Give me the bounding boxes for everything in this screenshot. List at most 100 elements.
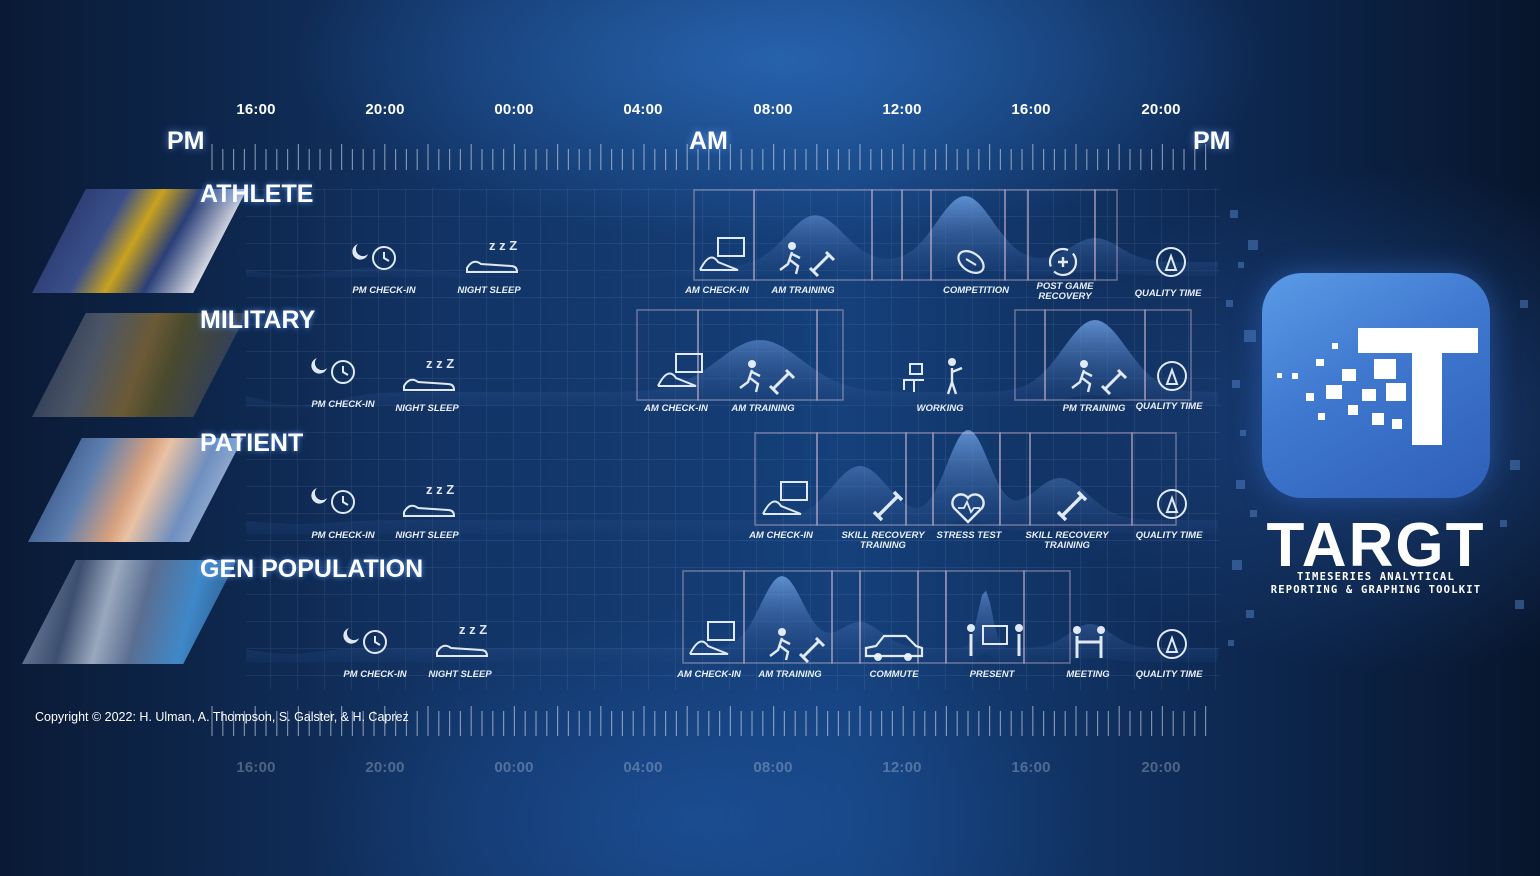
checkin-person-icon: [699, 256, 739, 271]
activity-label: COMMUTE: [869, 669, 919, 680]
activity-label: QUALITY TIME: [1135, 669, 1203, 680]
patient-activity-frame: [754, 432, 818, 526]
checkin-screen-icon: [717, 237, 745, 257]
moon-icon: [311, 488, 327, 504]
sleeping-person-icon: [436, 644, 489, 657]
dumbbell-icon: [872, 490, 904, 522]
heart-icon: [951, 493, 985, 524]
targt-logo-icon: [1262, 273, 1490, 498]
gen-population-activity-frame: [859, 570, 919, 664]
activity-label: PM CHECK-IN: [352, 285, 416, 296]
presenter-icon: [967, 624, 975, 632]
alarm-clock-icon: [383, 252, 390, 262]
quality-time-icon: [1164, 253, 1178, 271]
activity-label: NIGHT SLEEP: [395, 403, 459, 414]
dumbbell-icon: [768, 368, 796, 396]
football-icon: [965, 258, 977, 266]
checkin-person-icon: [657, 372, 697, 387]
gen-population-activity-frame: [743, 570, 833, 664]
moon-icon: [343, 628, 359, 644]
sleeping-person-icon: [403, 504, 456, 517]
checkin-screen-icon: [780, 481, 808, 501]
zzz-icon: z z Z: [459, 622, 487, 637]
running-person-icon: [769, 637, 791, 661]
gen-population-activity-frame: [1023, 570, 1071, 664]
moon-icon: [311, 358, 327, 374]
row-title-patient: PATIENT: [200, 429, 304, 457]
gen-population-activity-frame: [945, 570, 1025, 664]
alarm-clock-icon: [363, 630, 387, 654]
activity-label: QUALITY TIME: [1135, 530, 1203, 541]
military-activity-frame: [816, 309, 844, 401]
activity-label: PM CHECK-IN: [343, 669, 407, 680]
sleeping-person-icon: [466, 260, 519, 273]
athlete-activity-frame: [901, 189, 932, 281]
military-wave: [246, 320, 1218, 409]
pixel-decoration: [1228, 640, 1234, 646]
standing-person-icon: [946, 366, 963, 395]
dumbbell-icon: [1056, 490, 1088, 522]
alarm-clock-icon: [374, 636, 381, 646]
quality-time-icon: [1157, 489, 1187, 519]
activity-label: PM TRAINING: [1062, 403, 1126, 414]
athlete-activity-frame: [753, 189, 873, 281]
athlete-activity-frame: [871, 189, 903, 281]
presenter-icon: [969, 634, 1021, 656]
quality-time-icon: [1165, 367, 1179, 385]
bottom-hour-label: 04:00: [623, 759, 663, 776]
activity-label: PM CHECK-IN: [311, 399, 375, 410]
brand-name: TARGT: [1266, 511, 1486, 580]
brand-subtitle-line2: REPORTING & GRAPHING TOOLKIT: [1270, 584, 1482, 596]
bottom-hour-label: 12:00: [882, 759, 922, 776]
pixel-decoration: [1230, 210, 1238, 218]
gen-population-activity-frame: [682, 570, 745, 664]
activity-label: AM CHECK-IN: [677, 669, 741, 680]
top-hour-label: 00:00: [494, 101, 534, 118]
zzz-icon: z z Z: [426, 482, 454, 497]
patient-activity-frame: [932, 432, 1001, 526]
patient-activity-frame: [905, 432, 934, 526]
bottom-hour-label: 16:00: [236, 759, 276, 776]
athlete-activity-frame: [1004, 189, 1029, 281]
athlete-activity-frame: [1094, 189, 1118, 281]
activity-label: PRESENT: [969, 669, 1015, 680]
athlete-activity-frame: [930, 189, 1006, 281]
row-title-gen-population: GEN POPULATION: [200, 555, 424, 583]
activity-label: QUALITY TIME: [1135, 401, 1203, 412]
patient-activity-frame: [1131, 432, 1177, 526]
alarm-clock-icon: [372, 246, 396, 270]
row-title-athlete: ATHLETE: [200, 180, 314, 208]
computer-desk-icon: [909, 363, 923, 375]
top-hour-label: 12:00: [882, 101, 922, 118]
checkin-screen-icon: [707, 621, 735, 641]
copyright-notice: Copyright © 2022: H. Ulman, A. Thompson,…: [35, 710, 409, 724]
pixel-decoration: [1238, 262, 1244, 268]
activity-label: COMPETITION: [943, 285, 1009, 296]
checkin-person-icon: [689, 640, 729, 655]
pixel-decoration: [1240, 430, 1246, 436]
gen-population-activity-frame: [831, 570, 861, 664]
pixel-decoration: [1236, 480, 1245, 489]
activity-label: AM CHECK-IN: [749, 530, 813, 541]
sleeping-person-icon: [403, 378, 456, 391]
pixel-decoration: [1246, 610, 1254, 618]
patient-activity-frame: [999, 432, 1031, 526]
activity-label: AM CHECK-IN: [644, 403, 708, 414]
bottom-hour-label: 20:00: [365, 759, 405, 776]
activity-label: AM TRAINING: [731, 403, 795, 414]
dumbbell-icon: [808, 250, 836, 278]
activity-label: AM TRAINING: [771, 285, 835, 296]
row-title-military: MILITARY: [200, 306, 316, 334]
top-hour-label: 16:00: [1011, 101, 1051, 118]
running-person-icon: [739, 369, 761, 393]
activity-label: SKILL RECOVERY TRAINING: [1025, 530, 1109, 551]
pixel-decoration: [1500, 520, 1507, 527]
running-person-icon: [1071, 369, 1093, 393]
moon-icon: [352, 244, 368, 260]
activity-label: AM CHECK-IN: [685, 285, 749, 296]
activity-label: PM CHECK-IN: [311, 530, 375, 541]
zzz-icon: z z Z: [426, 356, 454, 371]
zzz-icon: z z Z: [489, 238, 517, 253]
activity-label: QUALITY TIME: [1134, 288, 1202, 299]
